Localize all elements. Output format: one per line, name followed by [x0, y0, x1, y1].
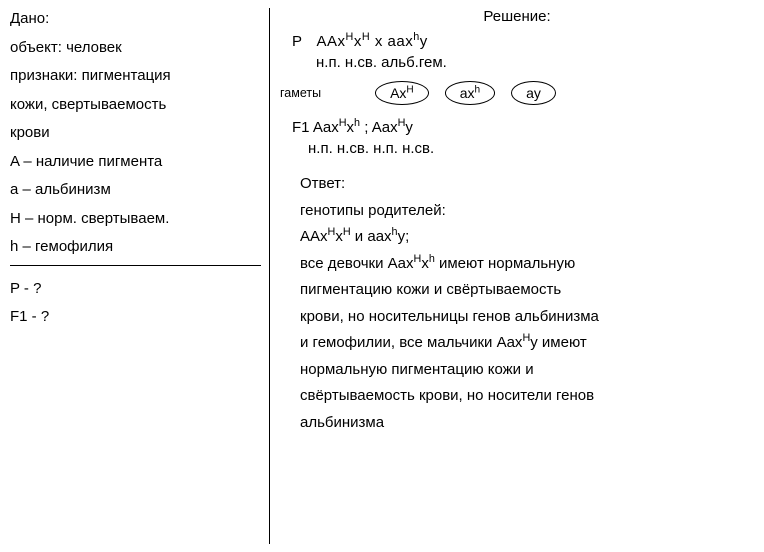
- solution-section: Решение: P AAxHxH x aaxhy н.п. н.св. аль…: [270, 8, 754, 544]
- allele-a-rec: a – альбинизм: [10, 179, 261, 202]
- gametes-row: гаметы AxH axh ay: [280, 81, 754, 105]
- trait-line-3: крови: [10, 122, 261, 145]
- answer-block: Ответ: генотипы родителей: AAxHxH и aaxh…: [300, 173, 754, 434]
- solution-title: Решение:: [280, 8, 754, 25]
- parents-line: P AAxHxH x aaxhy: [292, 33, 754, 50]
- question-f1: F1 - ?: [10, 306, 261, 329]
- object-line: объект: человек: [10, 37, 261, 60]
- gamete-1: AxH: [375, 81, 429, 105]
- f1-line: F1 AaxHxh ; AaxHy: [292, 119, 754, 136]
- divider-line: [10, 265, 261, 266]
- answer-body: все девочки AaxHxh имеют нормальную пигм…: [300, 253, 754, 435]
- gamete-2: axh: [445, 81, 495, 105]
- allele-h-dom: H – норм. свертываем.: [10, 208, 261, 231]
- question-p: P - ?: [10, 278, 261, 301]
- allele-a-dom: A – наличие пигмента: [10, 151, 261, 174]
- f1-phenotype-labels: н.п. н.св. н.п. н.св.: [308, 140, 754, 157]
- gametes-label: гаметы: [280, 86, 321, 100]
- parents-genotypes: AAxHxH и aaxhy;: [300, 226, 754, 249]
- trait-line-2: кожи, свертываемость: [10, 94, 261, 117]
- allele-h-rec: h – гемофилия: [10, 236, 261, 259]
- answer-title: Ответ:: [300, 173, 754, 196]
- parents-genotypes-label: генотипы родителей:: [300, 200, 754, 223]
- trait-line-1: признаки: пигментация: [10, 65, 261, 88]
- dano-label: Дано:: [10, 8, 261, 31]
- parents-phenotype-labels: н.п. н.св. альб.гем.: [316, 54, 754, 71]
- gamete-3: ay: [511, 81, 556, 105]
- given-section: Дано: объект: человек признаки: пигмента…: [10, 8, 270, 544]
